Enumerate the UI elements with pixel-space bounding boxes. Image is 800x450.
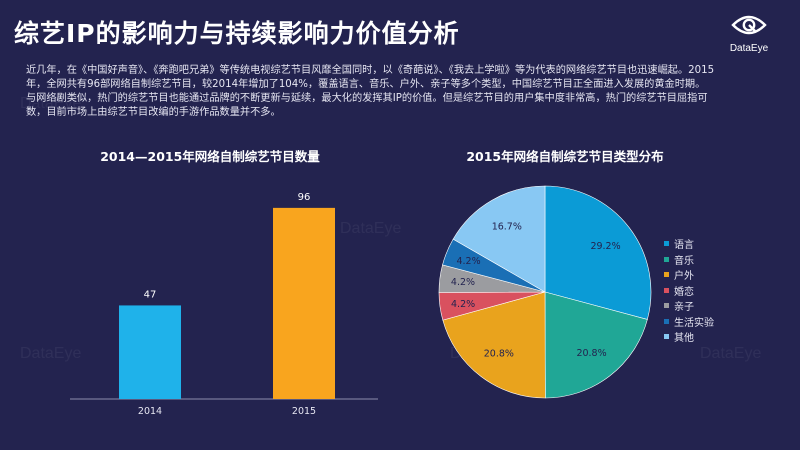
watermark: DataEye (700, 345, 762, 362)
legend-label: 生活实验 (674, 317, 714, 329)
legend-label: 音乐 (674, 255, 694, 267)
pie-value-label: 29.2% (590, 241, 620, 252)
legend-swatch (664, 241, 669, 247)
pie-value-label: 4.2% (456, 256, 480, 267)
bar-2015 (273, 207, 335, 399)
legend-swatch (664, 287, 669, 293)
brand-name: DataEye (729, 43, 769, 54)
legend-label: 亲子 (674, 302, 694, 314)
legend-label: 其他 (674, 333, 694, 345)
bar-chart: 47 2014 96 2015 (70, 192, 378, 417)
legend-swatch (664, 256, 669, 262)
pie-value-label: 16.7% (492, 221, 522, 232)
legend-item: 语言 (664, 236, 714, 252)
pie-slice-2 (442, 291, 546, 399)
bar-value-label: 47 (144, 289, 157, 300)
pie-slice-1 (544, 291, 648, 399)
pie-value-label: 4.2% (451, 299, 475, 310)
bar-value-label: 96 (298, 192, 311, 203)
pie-chart-title: 2015年网络自制综艺节目类型分布 (466, 149, 664, 164)
legend-item: 亲子 (664, 298, 714, 314)
intro-text: 近几年，在《中国好声音》、《奔跑吧兄弟》等传统电视综艺节目风靡全国同时，以《奇葩… (26, 64, 726, 120)
legend-label: 婚恋 (674, 286, 694, 298)
legend-swatch (664, 334, 669, 340)
watermark: DataEye (340, 220, 402, 237)
legend-swatch (664, 303, 669, 309)
legend-item: 生活实验 (664, 314, 714, 330)
legend-label: 语言 (674, 240, 694, 252)
pie-chart: 29.2% 20.8% 20.8% 4.2% 4.2% 4.2% 16.7% (438, 185, 652, 399)
pie-slice-0 (544, 185, 652, 320)
bar-2014 (119, 305, 181, 399)
eye-icon (731, 15, 767, 35)
pie-slice-6 (452, 185, 546, 293)
legend-swatch (664, 318, 669, 324)
legend-label: 户外 (674, 271, 694, 283)
x-tick-label: 2014 (138, 406, 162, 417)
pie-value-label: 4.2% (451, 277, 475, 288)
legend-swatch (664, 272, 669, 278)
x-tick-label: 2015 (292, 406, 316, 417)
legend-item: 其他 (664, 329, 714, 345)
bar-chart-title: 2014—2015年网络自制综艺节目数量 (100, 149, 320, 164)
intro-paragraph: 与网络剧类似，热门的综艺节目也能通过品牌的不断更新与延续，最大化的发挥其IP的价… (26, 93, 708, 118)
pie-legend: 语言音乐户外婚恋亲子生活实验其他 (664, 236, 714, 345)
pie-value-label: 20.8% (576, 348, 606, 359)
watermark: DataEye (20, 345, 82, 362)
legend-item: 婚恋 (664, 283, 714, 299)
legend-item: 音乐 (664, 252, 714, 268)
legend-item: 户外 (664, 267, 714, 283)
pie-value-label: 20.8% (484, 348, 514, 359)
watermark: DataEye (20, 95, 82, 112)
page-title: 综艺IP的影响力与持续影响力价值分析 (14, 19, 460, 48)
intro-paragraph: 近几年，在《中国好声音》、《奔跑吧兄弟》等传统电视综艺节目风靡全国同时，以《奇葩… (26, 65, 715, 90)
brand-logo: DataEye (714, 12, 784, 54)
